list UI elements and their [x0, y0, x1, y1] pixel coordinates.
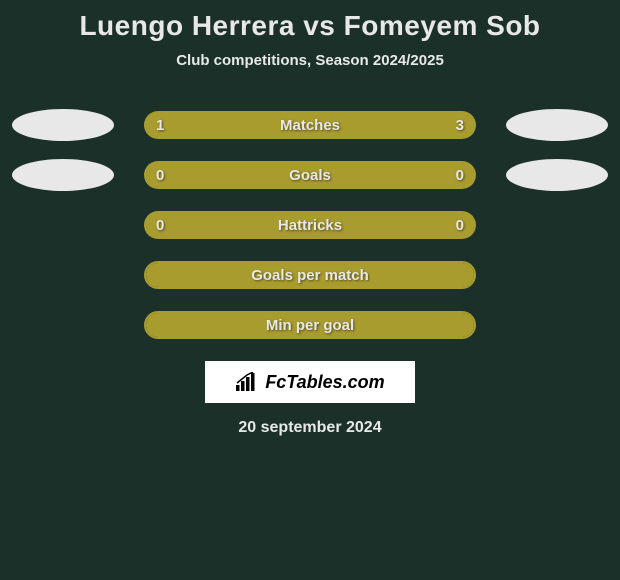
stats-container: 1 Matches 3 0 Goals 0 0 Hattricks 0 Goals per mat… — [8, 109, 612, 341]
oval-placeholder — [506, 259, 608, 291]
stat-label: Goals — [289, 167, 331, 184]
stat-value-left: 1 — [156, 117, 164, 134]
player-oval-left — [12, 109, 114, 141]
stat-bar: 0 Hattricks 0 — [144, 211, 476, 239]
stat-label: Goals per match — [251, 267, 369, 284]
branding-box: FcTables.com — [205, 361, 415, 403]
player-oval-right — [506, 159, 608, 191]
stat-value-left: 0 — [156, 167, 164, 184]
player-oval-left — [12, 159, 114, 191]
main-container: Luengo Herrera vs Fomeyem Sob Club compe… — [0, 0, 620, 447]
stat-row: 0 Hattricks 0 — [8, 209, 612, 241]
stat-row: 0 Goals 0 — [8, 159, 612, 191]
stat-bar: Goals per match — [144, 261, 476, 289]
oval-placeholder — [12, 259, 114, 291]
stat-value-right: 3 — [456, 117, 464, 134]
oval-placeholder — [12, 209, 114, 241]
page-title: Luengo Herrera vs Fomeyem Sob — [8, 10, 612, 42]
stat-bar: 1 Matches 3 — [144, 111, 476, 139]
oval-placeholder — [506, 209, 608, 241]
branding-text: FcTables.com — [265, 372, 384, 393]
stat-label: Hattricks — [278, 217, 342, 234]
stat-value-right: 0 — [456, 217, 464, 234]
stat-bar: Min per goal — [144, 311, 476, 339]
stat-value-left: 0 — [156, 217, 164, 234]
subtitle: Club competitions, Season 2024/2025 — [8, 52, 612, 69]
player-oval-right — [506, 109, 608, 141]
date-text: 20 september 2024 — [8, 419, 612, 437]
stat-label: Matches — [280, 117, 340, 134]
stat-row: Goals per match — [8, 259, 612, 291]
oval-placeholder — [506, 309, 608, 341]
stat-label: Min per goal — [266, 317, 354, 334]
oval-placeholder — [12, 309, 114, 341]
branding-chart-icon — [235, 372, 259, 392]
stat-row: 1 Matches 3 — [8, 109, 612, 141]
stat-value-right: 0 — [456, 167, 464, 184]
stat-row: Min per goal — [8, 309, 612, 341]
bar-fill-right — [227, 111, 476, 139]
stat-bar: 0 Goals 0 — [144, 161, 476, 189]
